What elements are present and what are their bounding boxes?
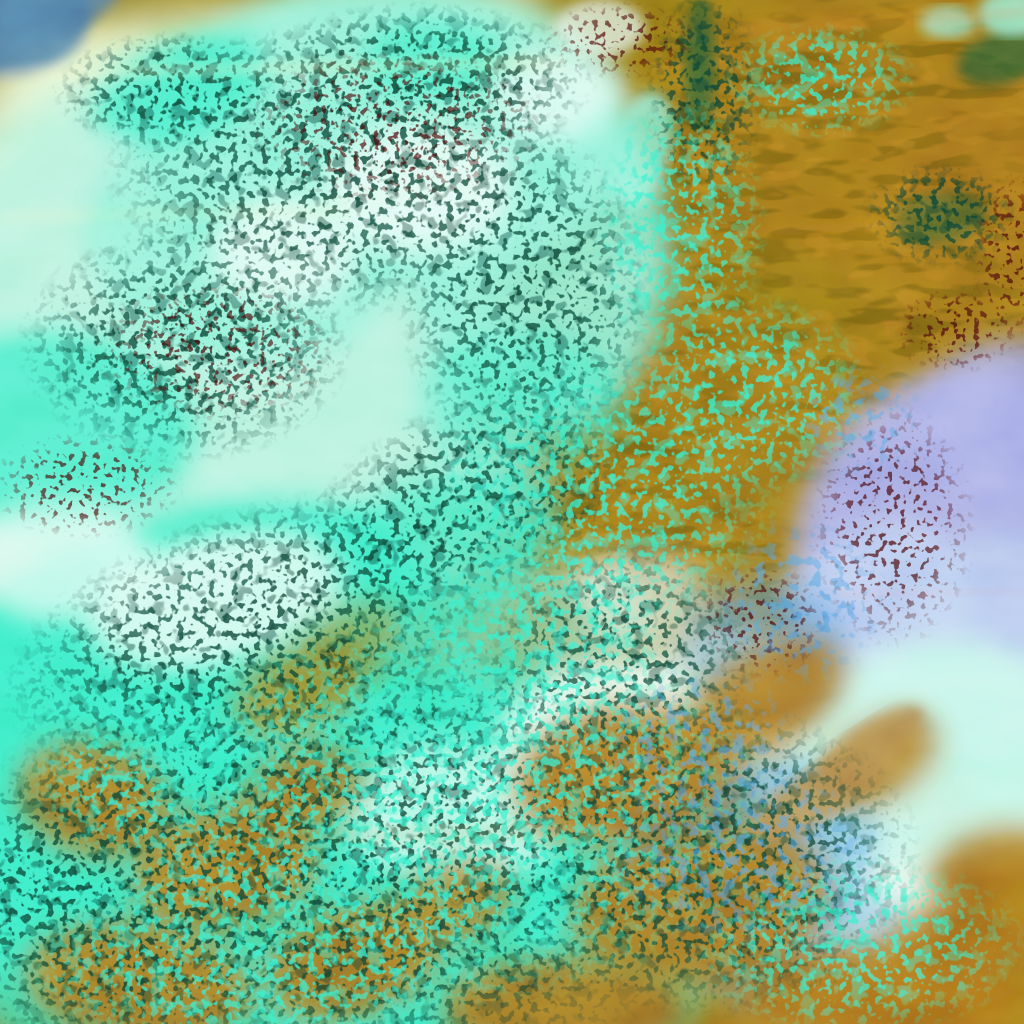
satellite-image-canvas xyxy=(0,0,1024,1024)
satellite-image xyxy=(0,0,1024,1024)
grain-overlay xyxy=(0,0,1024,1024)
